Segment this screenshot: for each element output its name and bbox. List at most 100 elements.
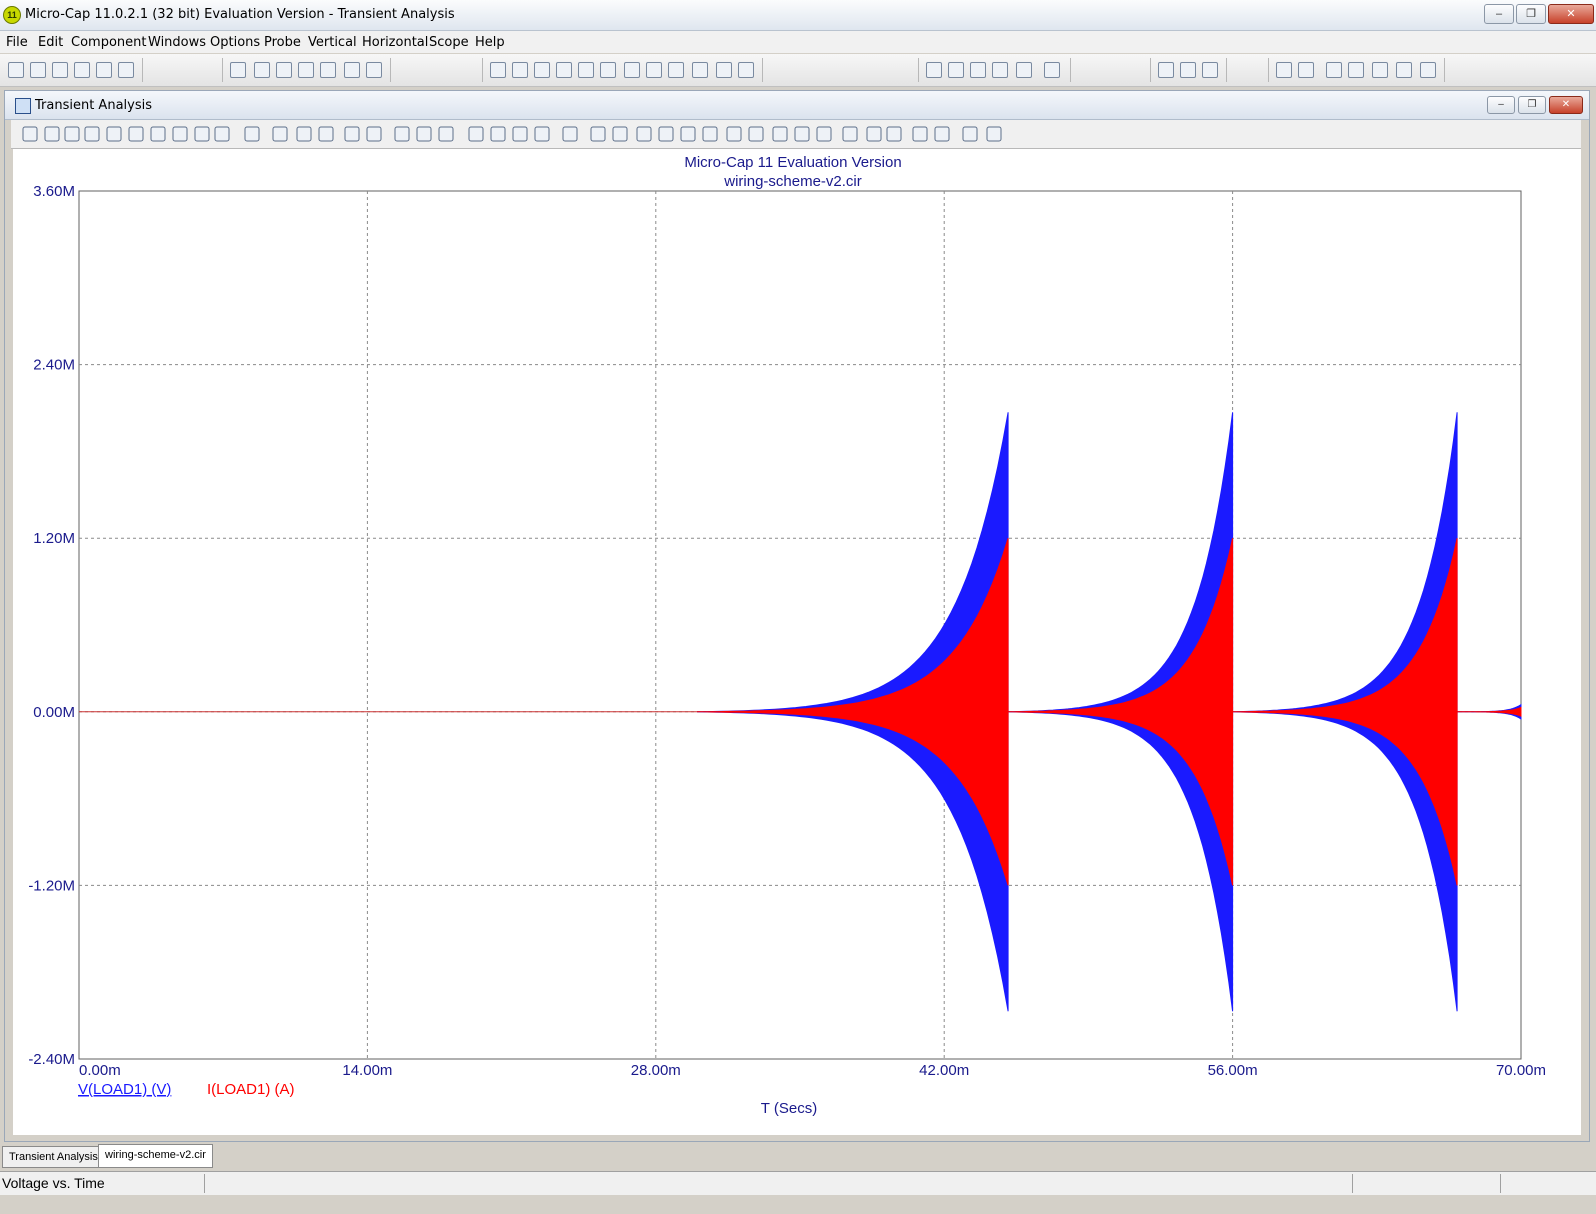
calculator-icon[interactable] xyxy=(1044,62,1060,78)
print-preview-icon[interactable] xyxy=(96,62,112,78)
current-source-icon[interactable] xyxy=(738,62,754,78)
toolbar-tool-icon[interactable] xyxy=(214,126,230,142)
web-update-icon[interactable] xyxy=(1202,62,1218,78)
model-editor-icon[interactable] xyxy=(1180,62,1196,78)
tools-icon[interactable] xyxy=(1372,62,1388,78)
toolbar-tool-icon[interactable] xyxy=(866,126,882,142)
toolbar-tool-icon[interactable] xyxy=(934,126,950,142)
resistor-icon[interactable] xyxy=(512,62,528,78)
restore-button[interactable]: ❐ xyxy=(1516,4,1546,24)
toolbar-tool-icon[interactable] xyxy=(244,126,260,142)
open-file-icon[interactable] xyxy=(30,62,46,78)
toolbar-tool-icon[interactable] xyxy=(658,126,674,142)
child-minimize-button[interactable]: – xyxy=(1487,96,1515,114)
toolbar-tool-icon[interactable] xyxy=(366,126,382,142)
component-library-icon[interactable] xyxy=(1158,62,1174,78)
menu-component[interactable]: Component xyxy=(71,35,147,50)
toolbar-tool-icon[interactable] xyxy=(748,126,764,142)
toolbar-tool-icon[interactable] xyxy=(394,126,410,142)
cut-icon[interactable] xyxy=(276,62,292,78)
child-restore-button[interactable]: ❐ xyxy=(1518,96,1546,114)
menu-probe[interactable]: Probe xyxy=(264,35,301,50)
node-numbers-icon[interactable] xyxy=(1348,62,1364,78)
menu-scope[interactable]: Scope xyxy=(429,35,469,50)
analysis-limits-icon[interactable] xyxy=(1396,62,1412,78)
transient-plot[interactable]: Micro-Cap 11 Evaluation Version wiring-s… xyxy=(13,149,1581,1135)
toolbar-tool-icon[interactable] xyxy=(172,126,188,142)
toolbar-tool-icon[interactable] xyxy=(772,126,788,142)
tile-horizontal-icon[interactable] xyxy=(970,62,986,78)
ground-icon[interactable] xyxy=(490,62,506,78)
toolbar-tool-icon[interactable] xyxy=(726,126,742,142)
maximize-window-icon[interactable] xyxy=(1016,62,1032,78)
toolbar-tool-icon[interactable] xyxy=(534,126,550,142)
voltage-source-icon[interactable] xyxy=(716,62,732,78)
minimize-button[interactable]: – xyxy=(1484,4,1514,24)
grid-icon[interactable] xyxy=(1298,62,1314,78)
redo-icon[interactable] xyxy=(254,62,270,78)
menu-file[interactable]: File xyxy=(6,35,28,50)
toolbar-tool-icon[interactable] xyxy=(150,126,166,142)
subckt-icon[interactable] xyxy=(668,62,684,78)
toolbar-tool-icon[interactable] xyxy=(296,126,312,142)
tab-wiring-scheme[interactable]: wiring-scheme-v2.cir xyxy=(98,1144,213,1168)
opamp-icon[interactable] xyxy=(646,62,662,78)
menu-help[interactable]: Help xyxy=(475,35,505,50)
diode-icon[interactable] xyxy=(578,62,594,78)
menu-horizontal[interactable]: Horizontal xyxy=(362,35,429,50)
cascade-icon[interactable] xyxy=(926,62,942,78)
toolbar-tool-icon[interactable] xyxy=(816,126,832,142)
inductor-icon[interactable] xyxy=(556,62,572,78)
menu-vertical[interactable]: Vertical xyxy=(308,35,357,50)
menu-windows[interactable]: Windows xyxy=(148,35,207,50)
revert-icon[interactable] xyxy=(74,62,90,78)
toolbar-tool-icon[interactable] xyxy=(590,126,606,142)
delete-icon[interactable] xyxy=(344,62,360,78)
toolbar-tool-icon[interactable] xyxy=(886,126,902,142)
toolbar-tool-icon[interactable] xyxy=(128,126,144,142)
toolbar-tool-icon[interactable] xyxy=(318,126,334,142)
toolbar-tool-icon[interactable] xyxy=(490,126,506,142)
toolbar-tool-icon[interactable] xyxy=(562,126,578,142)
save-icon[interactable] xyxy=(52,62,68,78)
toolbar-tool-icon[interactable] xyxy=(702,126,718,142)
legend-voltage[interactable]: V(LOAD1) (V) xyxy=(78,1081,171,1098)
transistor-icon[interactable] xyxy=(600,62,616,78)
toolbar-tool-icon[interactable] xyxy=(794,126,810,142)
toolbar-tool-icon[interactable] xyxy=(612,126,628,142)
tab-transient-analysis[interactable]: Transient Analysis xyxy=(2,1146,105,1168)
battery-icon[interactable] xyxy=(692,62,708,78)
toolbar-tool-icon[interactable] xyxy=(912,126,928,142)
toolbar-tool-icon[interactable] xyxy=(22,126,38,142)
select-all-icon[interactable] xyxy=(366,62,382,78)
toolbar-tool-icon[interactable] xyxy=(962,126,978,142)
toolbar-tool-icon[interactable] xyxy=(84,126,100,142)
attribute-text-icon[interactable] xyxy=(1276,62,1292,78)
legend-current[interactable]: I(LOAD1) (A) xyxy=(207,1081,295,1098)
toolbar-tool-icon[interactable] xyxy=(44,126,60,142)
new-file-icon[interactable] xyxy=(8,62,24,78)
tile-vertical-icon[interactable] xyxy=(948,62,964,78)
toolbar-tool-icon[interactable] xyxy=(344,126,360,142)
toolbar-tool-icon[interactable] xyxy=(106,126,122,142)
copy-icon[interactable] xyxy=(298,62,314,78)
toolbar-tool-icon[interactable] xyxy=(842,126,858,142)
toolbar-tool-icon[interactable] xyxy=(438,126,454,142)
toolbar-tool-icon[interactable] xyxy=(416,126,432,142)
menu-edit[interactable]: Edit xyxy=(38,35,64,50)
paste-icon[interactable] xyxy=(320,62,336,78)
menu-options[interactable]: Options xyxy=(210,35,261,50)
properties-icon[interactable] xyxy=(1326,62,1342,78)
toolbar-tool-icon[interactable] xyxy=(194,126,210,142)
toolbar-tool-icon[interactable] xyxy=(512,126,528,142)
toolbar-tool-icon[interactable] xyxy=(468,126,484,142)
close-button[interactable]: ✕ xyxy=(1548,4,1594,24)
undo-icon[interactable] xyxy=(230,62,246,78)
toolbar-tool-icon[interactable] xyxy=(986,126,1002,142)
toolbar-tool-icon[interactable] xyxy=(636,126,652,142)
child-close-button[interactable]: ✕ xyxy=(1549,96,1583,114)
split-window-icon[interactable] xyxy=(992,62,1008,78)
mosfet-icon[interactable] xyxy=(624,62,640,78)
toolbar-tool-icon[interactable] xyxy=(680,126,696,142)
toolbar-tool-icon[interactable] xyxy=(272,126,288,142)
